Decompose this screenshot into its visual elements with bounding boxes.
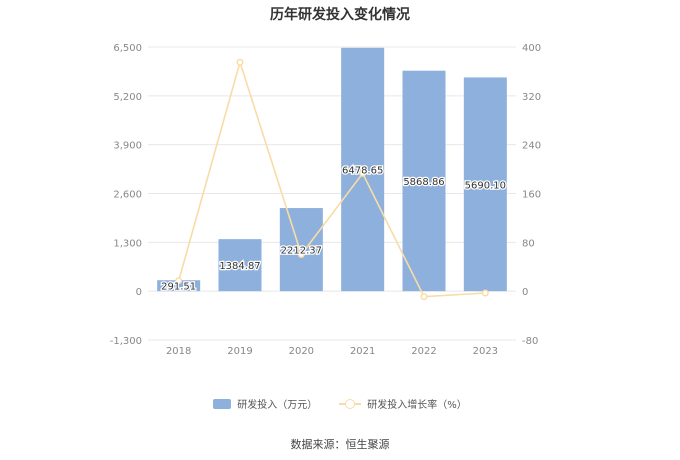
y-left-tick-label: 0 <box>136 287 142 298</box>
x-tick-label: 2021 <box>350 346 375 357</box>
y-right-tick-label: 80 <box>522 238 535 249</box>
bar <box>463 77 507 292</box>
x-tick-label: 2019 <box>227 346 252 357</box>
x-tick-label: 2023 <box>473 346 498 357</box>
y-left-tick-label: 5,200 <box>113 92 142 103</box>
y-left-tick-label: -1,300 <box>110 336 142 347</box>
y-right-tick-label: 0 <box>522 287 528 298</box>
chart-canvas: -1,300 0 1,300 2,600 3,900 5,200 6,500 -80 0 80 16… <box>110 43 541 357</box>
y-right-tick-label: 400 <box>522 43 541 54</box>
chart-title: 历年研发投入变化情况 <box>270 7 410 23</box>
legend-bar-swatch <box>213 398 232 409</box>
growth-point <box>297 251 305 259</box>
y-right-tick-label: 160 <box>522 190 541 201</box>
y-left-tick-label: 6,500 <box>113 43 142 54</box>
bar-data-label: 1384.87 <box>219 261 260 272</box>
legend-item-line[interactable]: 研发投入增长率（%） <box>339 396 467 411</box>
y-right-tick-label: 240 <box>522 141 541 152</box>
bar-data-label: 6478.65 <box>342 165 383 176</box>
y-left-tick-label: 1,300 <box>113 238 142 249</box>
growth-point <box>420 293 428 301</box>
growth-point <box>359 169 367 177</box>
bar-data-label: 5868.86 <box>403 177 444 188</box>
bar <box>341 47 385 292</box>
x-tick-label: 2020 <box>289 346 314 357</box>
legend-item-bar[interactable]: 研发投入（万元） <box>213 396 317 411</box>
y-right-tick-label: -80 <box>522 336 538 347</box>
legend-line-swatch <box>339 398 362 409</box>
growth-point <box>481 289 489 297</box>
growth-point <box>175 277 183 285</box>
legend: 研发投入（万元） 研发投入增长率（%） <box>0 396 680 411</box>
bar-data-label: 5690.10 <box>465 180 506 191</box>
y-left-tick-label: 3,900 <box>113 141 142 152</box>
legend-bar-label: 研发投入（万元） <box>237 400 318 411</box>
x-tick-label: 2022 <box>411 346 436 357</box>
bar-data-label: 291.51 <box>161 282 196 293</box>
legend-line-label: 研发投入增长率（%） <box>367 400 467 411</box>
bar <box>218 239 262 292</box>
x-tick-label: 2018 <box>166 346 191 357</box>
data-source: 数据来源：恒生聚源 <box>290 438 390 451</box>
bar <box>402 70 446 292</box>
bar <box>157 280 201 292</box>
bar <box>279 208 323 292</box>
growth-point <box>236 58 244 66</box>
y-right-tick-label: 320 <box>522 92 541 103</box>
growth-line <box>177 59 486 298</box>
bar-data-label: 2212.37 <box>281 246 322 257</box>
y-left-tick-label: 2,600 <box>113 190 142 201</box>
